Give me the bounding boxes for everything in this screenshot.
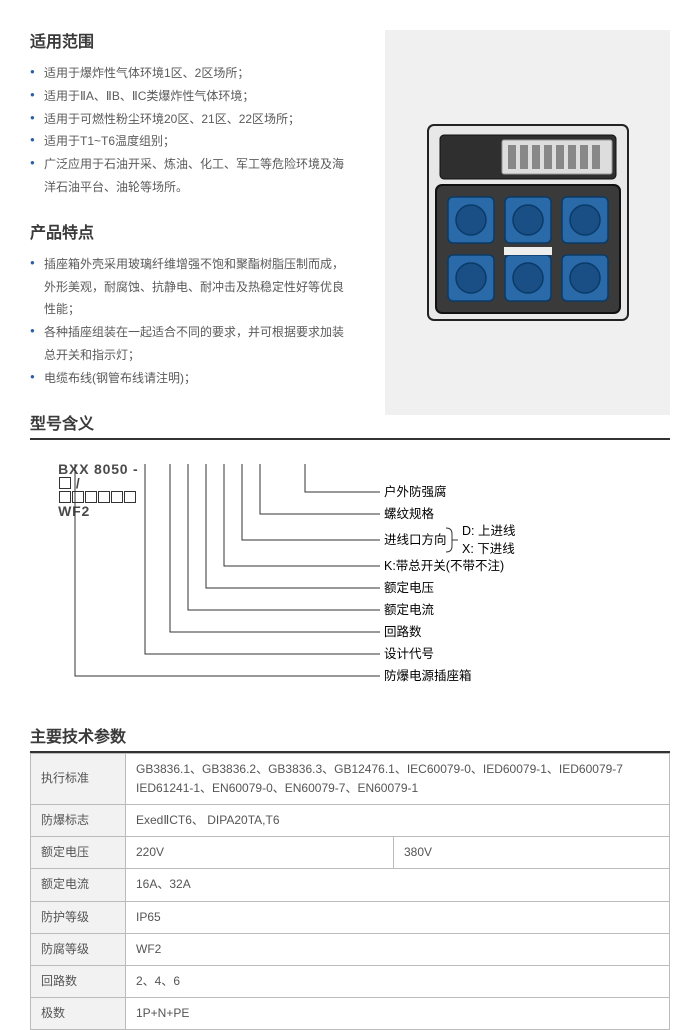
params-title: 主要技术参数 <box>30 723 670 747</box>
table-row: 额定电流 16A、32A <box>31 869 670 901</box>
list-item: 电缆布线(钢管布线请注明)； <box>30 367 350 390</box>
svg-text:螺纹规格: 螺纹规格 <box>384 506 435 521</box>
model-lines: 户外防强腐 螺纹规格 进线口方向 D: 上进线 X: 下进线 K:带总开关(不带… <box>30 464 670 724</box>
svg-text:D: 上进线: D: 上进线 <box>462 524 516 538</box>
svg-text:户外防强腐: 户外防强腐 <box>384 484 447 499</box>
features-list: 插座箱外壳采用玻璃纤维增强不饱和聚酯树脂压制而成，外形美观，耐腐蚀、抗静电、耐冲… <box>30 253 350 390</box>
table-row: 额定电压 220V 380V <box>31 837 670 869</box>
params-table: 执行标准 GB3836.1、GB3836.2、GB3836.3、GB12476.… <box>30 753 670 1030</box>
svg-text:进线口方向: 进线口方向 <box>384 532 447 547</box>
list-item: 适用于可燃性粉尘环境20区、21区、22区场所； <box>30 108 350 131</box>
product-image <box>385 30 670 415</box>
svg-text:防爆电源插座箱: 防爆电源插座箱 <box>384 668 472 683</box>
list-item: 插座箱外壳采用玻璃纤维增强不饱和聚酯树脂压制而成，外形美观，耐腐蚀、抗静电、耐冲… <box>30 253 350 321</box>
table-row: 执行标准 GB3836.1、GB3836.2、GB3836.3、GB12476.… <box>31 753 670 804</box>
params-section: 主要技术参数 执行标准 GB3836.1、GB3836.2、GB3836.3、G… <box>30 723 670 1030</box>
table-row: 防腐等级 WF2 <box>31 933 670 965</box>
svg-text:回路数: 回路数 <box>384 624 422 639</box>
svg-text:额定电压: 额定电压 <box>384 580 434 595</box>
table-row: 回路数 2、4、6 <box>31 965 670 997</box>
table-row: 防爆标志 ExedⅡCT6、 DIPA20TA,T6 <box>31 804 670 836</box>
list-item: 广泛应用于石油开采、炼油、化工、军工等危险环境及海洋石油平台、油轮等场所。 <box>30 153 350 199</box>
list-item: 适用于爆炸性气体环境1区、2区场所； <box>30 62 350 85</box>
svg-text:额定电流: 额定电流 <box>384 602 435 617</box>
svg-text:K:带总开关(不带不注): K:带总开关(不带不注) <box>384 558 504 573</box>
svg-text:X: 下进线: X: 下进线 <box>462 542 515 556</box>
table-row: 极数 1P+N+PE <box>31 998 670 1030</box>
table-row: 防护等级 IP65 <box>31 901 670 933</box>
list-item: 各种插座组装在一起适合不同的要求，并可根据要求加装总开关和指示灯； <box>30 321 350 367</box>
list-item: 适用于T1~T6温度组别； <box>30 130 350 153</box>
scope-list: 适用于爆炸性气体环境1区、2区场所； 适用于ⅡA、ⅡB、ⅡC类爆炸性气体环境； … <box>30 62 350 199</box>
model-diagram: BXX 8050 - / WF2 <box>30 448 670 723</box>
model-meaning-section: 型号含义 BXX 8050 - / WF2 <box>30 410 670 723</box>
list-item: 适用于ⅡA、ⅡB、ⅡC类爆炸性气体环境； <box>30 85 350 108</box>
svg-text:设计代号: 设计代号 <box>384 646 434 661</box>
product-illustration <box>418 115 638 330</box>
